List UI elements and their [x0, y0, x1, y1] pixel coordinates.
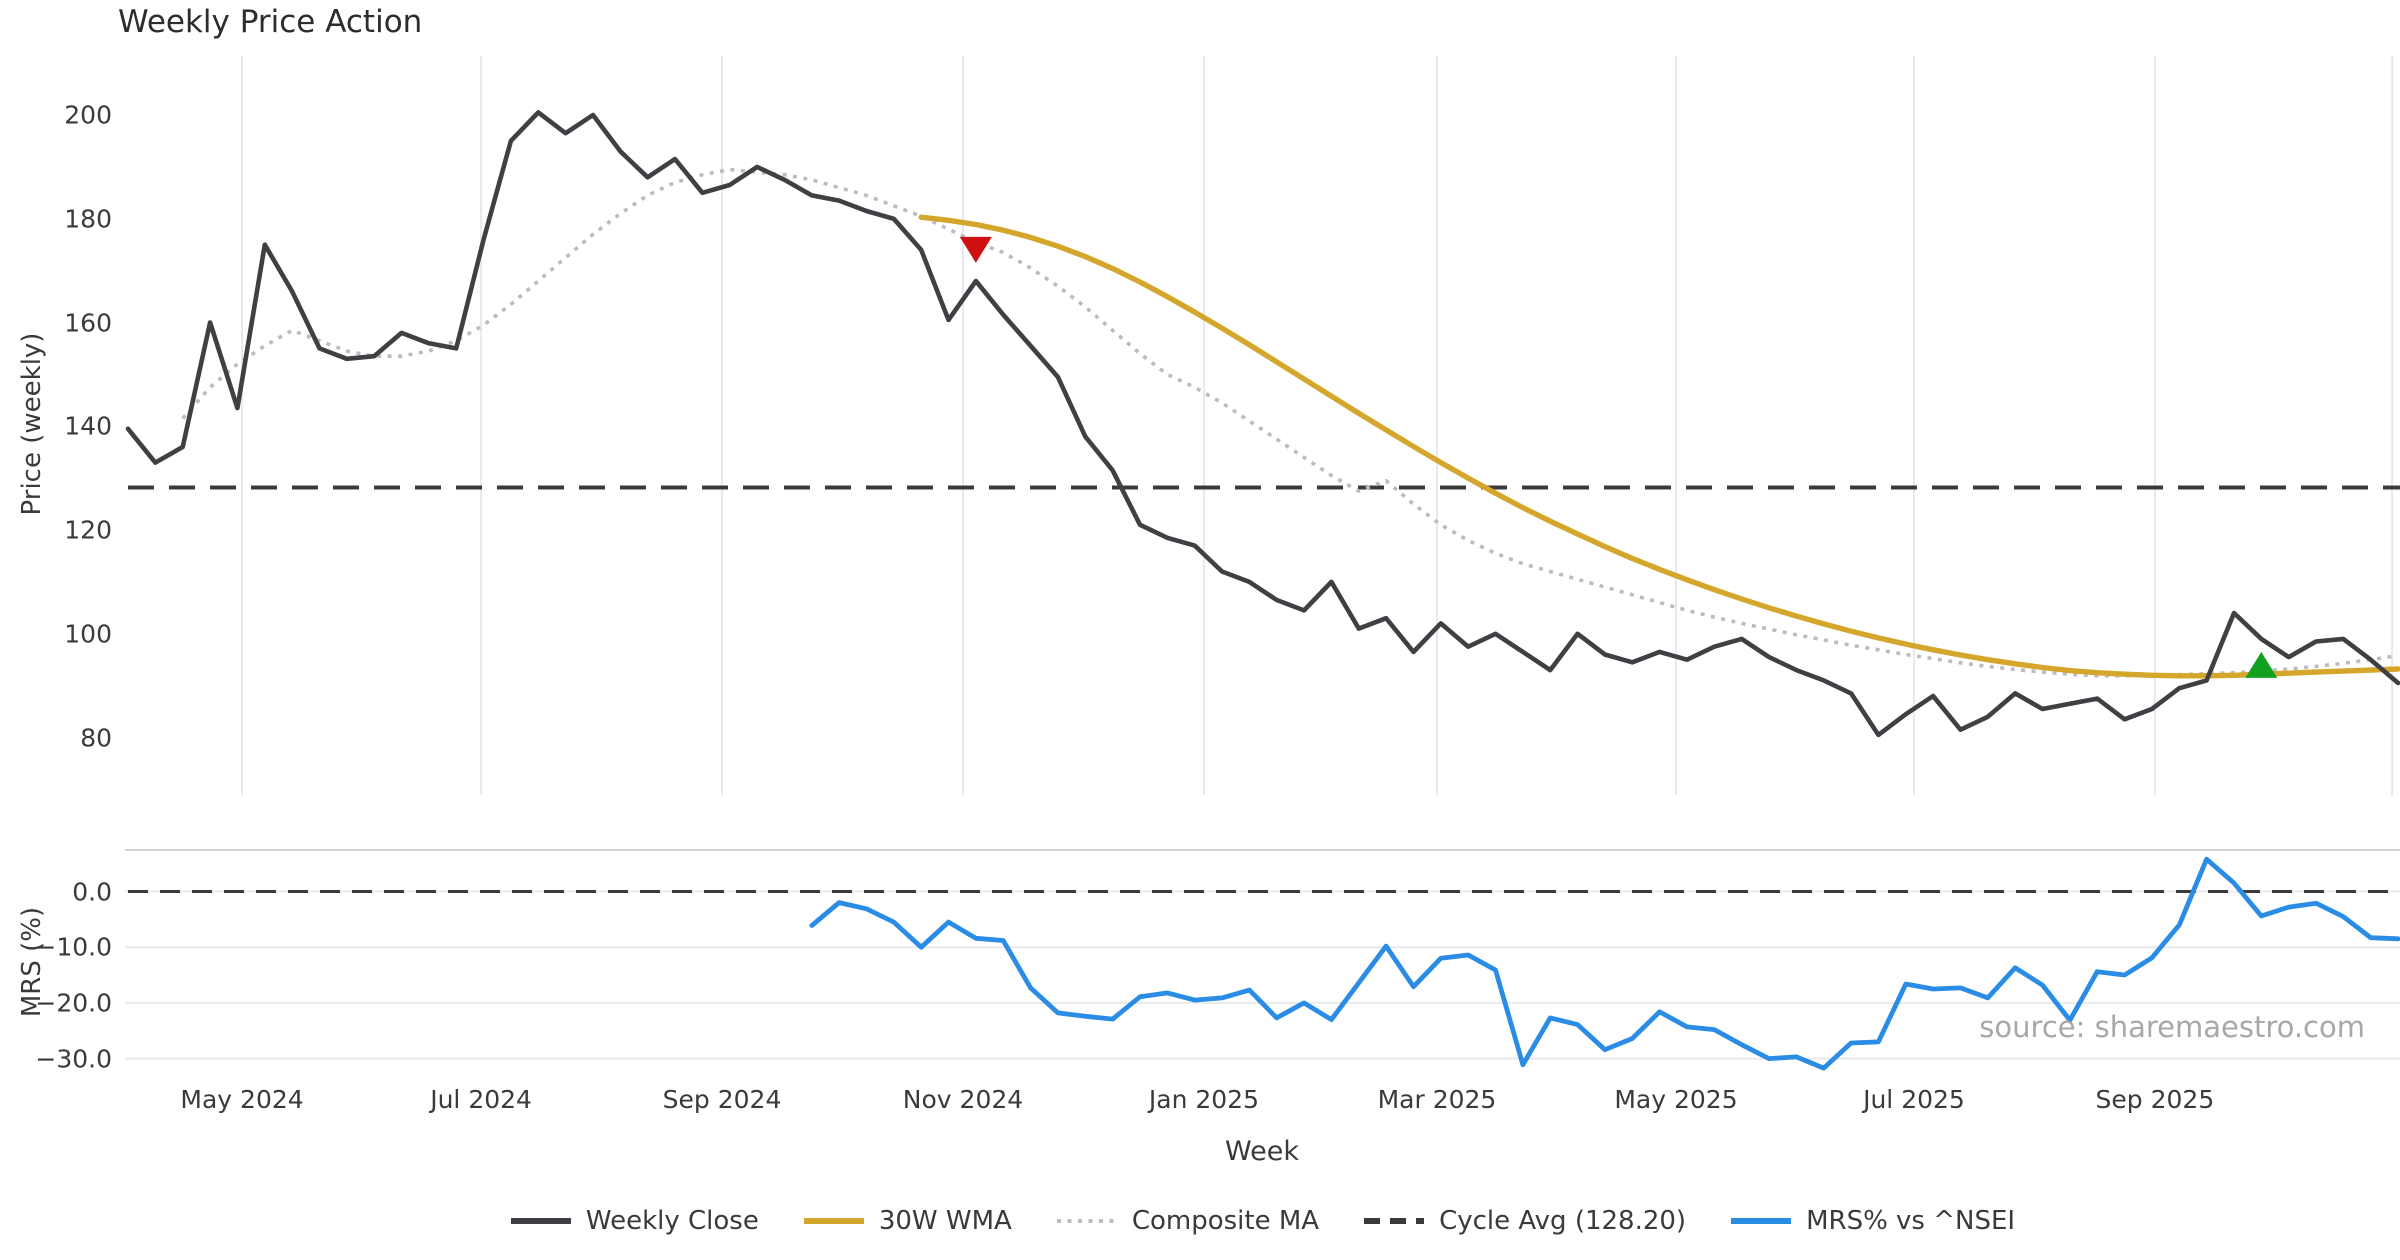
price-y-tick-label: 140 [64, 411, 112, 441]
legend: Weekly Close 30W WMA Composite MA Cycle … [125, 1206, 2400, 1236]
mrs-y-tick-label: −10.0 [35, 932, 112, 962]
legend-label: Weekly Close [585, 1206, 759, 1236]
source-watermark: source: sharemaestro.com [1979, 1010, 2365, 1044]
x-tick-label: Sep 2024 [662, 1085, 782, 1114]
chart-title: Weekly Price Action [118, 4, 423, 40]
mrs-y-tick-label: −30.0 [35, 1044, 112, 1074]
price-y-tick-label: 200 [64, 100, 112, 130]
mrs-y-tick-label: 0.0 [72, 877, 112, 906]
legend-swatch-30w-wma-icon [803, 1218, 864, 1224]
legend-label: Composite MA [1131, 1206, 1320, 1236]
legend-swatch-composite-ma-icon [1056, 1219, 1117, 1223]
x-tick-label: Nov 2024 [902, 1085, 1024, 1114]
legend-swatch-weekly-close-icon [510, 1218, 571, 1224]
x-axis-label: Week [1225, 1136, 1299, 1167]
price-y-tick-label: 80 [80, 723, 112, 752]
x-tick-label: May 2024 [180, 1085, 304, 1114]
x-tick-label: Sep 2025 [2095, 1085, 2215, 1114]
legend-swatch-cycle-avg-icon [1364, 1218, 1425, 1224]
legend-label: Cycle Avg (128.20) [1439, 1206, 1687, 1236]
buy-signal-triangle-icon [2245, 651, 2278, 678]
price-y-tick-label: 180 [64, 204, 112, 234]
legend-item-cycle-avg: Cycle Avg (128.20) [1363, 1206, 1686, 1236]
legend-item-30w-wma: 30W WMA [803, 1206, 1012, 1236]
legend-label: 30W WMA [878, 1206, 1012, 1236]
mrs-y-tick-label: −20.0 [35, 988, 112, 1018]
legend-item-mrs: MRS% vs ^NSEI [1730, 1206, 2015, 1236]
x-tick-label: Jan 2025 [1148, 1085, 1259, 1114]
price-y-tick-label: 160 [64, 308, 112, 337]
x-tick-label: May 2025 [1614, 1085, 1738, 1114]
x-tick-label: Jul 2024 [430, 1085, 532, 1114]
legend-item-weekly-close: Weekly Close [510, 1206, 759, 1236]
legend-swatch-mrs-icon [1731, 1218, 1792, 1224]
price-y-tick-label: 100 [64, 619, 112, 649]
sell-signal-triangle-icon [959, 236, 992, 263]
legend-label: MRS% vs ^NSEI [1806, 1206, 2016, 1236]
legend-item-composite-ma: Composite MA [1056, 1206, 1319, 1236]
price-y-tick-label: 120 [64, 515, 112, 545]
x-tick-label: Jul 2025 [1863, 1085, 1965, 1114]
x-tick-label: Mar 2025 [1377, 1085, 1497, 1114]
